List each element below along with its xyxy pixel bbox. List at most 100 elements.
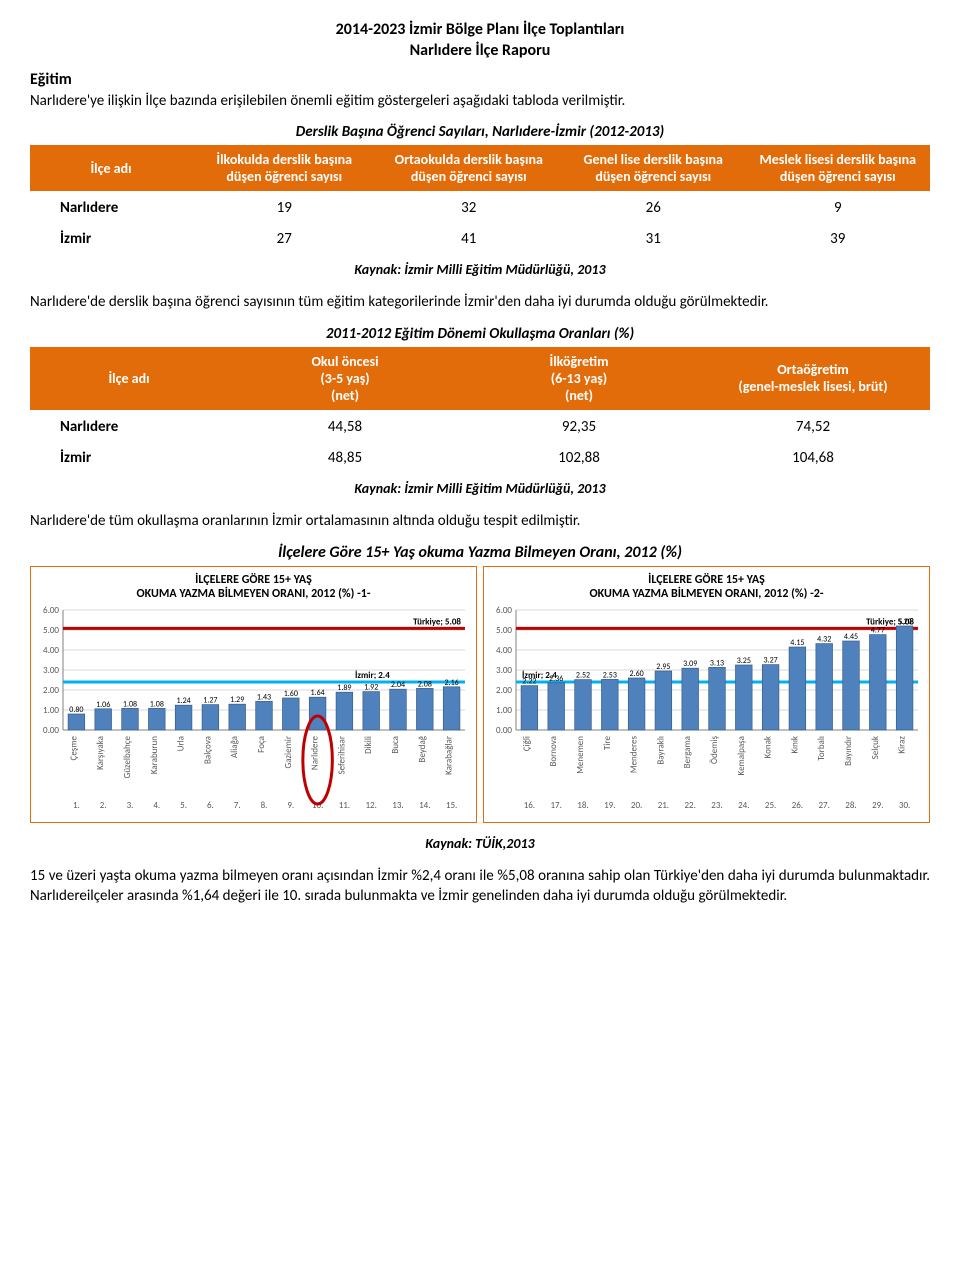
svg-text:14.: 14. xyxy=(419,800,430,811)
svg-text:4.00: 4.00 xyxy=(496,645,512,656)
svg-text:22.: 22. xyxy=(684,800,695,811)
svg-text:18.: 18. xyxy=(577,800,588,811)
svg-text:Menemen: Menemen xyxy=(575,735,586,773)
svg-text:6.: 6. xyxy=(207,800,214,811)
svg-text:Güzelbahçe: Güzelbahçe xyxy=(122,735,133,778)
svg-text:6.00: 6.00 xyxy=(496,605,512,616)
svg-text:0.00: 0.00 xyxy=(496,725,512,736)
svg-text:27.: 27. xyxy=(818,800,829,811)
svg-text:Menderes: Menderes xyxy=(629,735,640,773)
svg-text:3.27: 3.27 xyxy=(764,655,778,665)
svg-text:3.13: 3.13 xyxy=(710,658,724,668)
cell: 32 xyxy=(377,192,562,224)
svg-text:1.64: 1.64 xyxy=(311,688,325,698)
svg-text:16.: 16. xyxy=(524,800,535,811)
cell: 9 xyxy=(746,192,931,224)
svg-text:1.43: 1.43 xyxy=(257,692,271,702)
table2-title: 2011-2012 Eğitim Dönemi Okullaşma Oranla… xyxy=(30,325,930,343)
svg-text:15.: 15. xyxy=(446,800,457,811)
table2-header-row: İlçe adı Okul öncesi(3-5 yaş)(net) İlköğ… xyxy=(30,347,930,411)
svg-text:11.: 11. xyxy=(339,800,350,811)
svg-text:Karaburun: Karaburun xyxy=(149,735,160,773)
svg-text:3.25: 3.25 xyxy=(737,656,751,666)
svg-text:Ödemiş: Ödemiş xyxy=(709,735,720,763)
row-label: İzmir xyxy=(30,224,192,255)
table1-col3: Genel lise derslik başına düşen öğrenci … xyxy=(561,145,746,192)
svg-text:4.15: 4.15 xyxy=(790,638,804,648)
chart-left-title1: İLÇELERE GÖRE 15+ YAŞ xyxy=(195,573,312,587)
svg-text:Çeşme: Çeşme xyxy=(68,735,79,760)
svg-text:Dikili: Dikili xyxy=(363,736,374,754)
svg-text:2.60: 2.60 xyxy=(630,669,644,679)
svg-text:13.: 13. xyxy=(392,800,403,811)
svg-text:Kiraz: Kiraz xyxy=(897,735,908,753)
svg-text:2.08: 2.08 xyxy=(418,679,432,689)
table1-col2: Ortaokulda derslik başına düşen öğrenci … xyxy=(377,145,562,192)
svg-text:Aliağa: Aliağa xyxy=(229,736,240,758)
table1-source: Kaynak: İzmir Milli Eğitim Müdürlüğü, 20… xyxy=(30,261,930,278)
svg-text:1.60: 1.60 xyxy=(284,689,298,699)
svg-text:4.45: 4.45 xyxy=(844,632,858,642)
svg-text:Karabağlar: Karabağlar xyxy=(444,736,455,775)
cell: 44,58 xyxy=(228,411,462,443)
cell: 104,68 xyxy=(696,442,930,473)
svg-text:2.00: 2.00 xyxy=(496,685,512,696)
svg-text:1.00: 1.00 xyxy=(43,705,59,716)
svg-text:2.04: 2.04 xyxy=(391,680,405,690)
svg-text:1.06: 1.06 xyxy=(96,699,110,709)
row-label: Narlıdere xyxy=(30,411,228,443)
svg-text:25.: 25. xyxy=(765,800,776,811)
svg-text:3.: 3. xyxy=(127,800,134,811)
table2-col1: Okul öncesi(3-5 yaş)(net) xyxy=(228,347,462,411)
svg-text:5.00: 5.00 xyxy=(43,625,59,636)
cell: 27 xyxy=(192,224,377,255)
svg-text:4.32: 4.32 xyxy=(817,634,831,644)
svg-text:2.95: 2.95 xyxy=(656,662,670,672)
chart-right-title2: OKUMA YAZMA BİLMEYEN ORANI, 2012 (%) -2- xyxy=(589,587,823,601)
svg-text:26.: 26. xyxy=(792,800,803,811)
svg-text:8.: 8. xyxy=(261,800,268,811)
svg-text:1.08: 1.08 xyxy=(150,699,164,709)
svg-text:Kınık: Kınık xyxy=(789,736,800,754)
svg-text:2.00: 2.00 xyxy=(43,685,59,696)
doc-title: 2014-2023 İzmir Bölge Planı İlçe Toplant… xyxy=(30,20,930,39)
table1-col1: İlkokulda derslik başına düşen öğrenci s… xyxy=(192,145,377,192)
svg-text:Beydağ: Beydağ xyxy=(417,735,428,762)
svg-text:4.00: 4.00 xyxy=(43,645,59,656)
svg-text:2.: 2. xyxy=(100,800,107,811)
chart-left-svg: 0.001.002.003.004.005.006.00Türkiye; 5.0… xyxy=(35,604,472,818)
table-row: İzmir48,85102,88104,68 xyxy=(30,442,930,473)
table2-col2: İlköğretim(6-13 yaş)(net) xyxy=(462,347,696,411)
table1-col4: Meslek lisesi derslik başına düşen öğren… xyxy=(746,145,931,192)
chart-right-svg: 0.001.002.003.004.005.006.00Türkiye; 5.0… xyxy=(488,604,925,818)
table2-source: Kaynak: İzmir Milli Eğitim Müdürlüğü, 20… xyxy=(30,480,930,497)
cell: 74,52 xyxy=(696,411,930,443)
table1-title: Derslik Başına Öğrenci Sayıları, Narlıde… xyxy=(30,123,930,141)
table2: İlçe adı Okul öncesi(3-5 yaş)(net) İlköğ… xyxy=(30,347,930,474)
svg-text:1.24: 1.24 xyxy=(177,696,191,706)
svg-text:19.: 19. xyxy=(604,800,615,811)
svg-text:29.: 29. xyxy=(872,800,883,811)
svg-text:Tire: Tire xyxy=(602,735,613,749)
svg-text:5.00: 5.00 xyxy=(496,625,512,636)
svg-text:28.: 28. xyxy=(845,800,856,811)
svg-text:12.: 12. xyxy=(365,800,376,811)
charts-source: Kaynak: TÜİK,2013 xyxy=(30,835,930,852)
table1-col0: İlçe adı xyxy=(30,145,192,192)
table2-col3: Ortaöğretim(genel-meslek lisesi, brüt) xyxy=(696,347,930,411)
cell: 26 xyxy=(561,192,746,224)
svg-text:9.: 9. xyxy=(287,800,294,811)
svg-text:Balçova: Balçova xyxy=(202,736,213,764)
table-row: Narlıdere1932269 xyxy=(30,192,930,224)
svg-text:3.00: 3.00 xyxy=(496,665,512,676)
svg-text:1.: 1. xyxy=(73,800,80,811)
svg-text:6.00: 6.00 xyxy=(43,605,59,616)
svg-text:Çiğli: Çiğli xyxy=(521,736,532,751)
svg-text:4.: 4. xyxy=(153,800,160,811)
cell: 48,85 xyxy=(228,442,462,473)
svg-text:Bergama: Bergama xyxy=(682,736,693,768)
svg-text:Bayraklı: Bayraklı xyxy=(655,736,666,765)
svg-text:0.80: 0.80 xyxy=(69,705,83,715)
cell: 41 xyxy=(377,224,562,255)
section-heading: Eğitim xyxy=(30,70,930,89)
